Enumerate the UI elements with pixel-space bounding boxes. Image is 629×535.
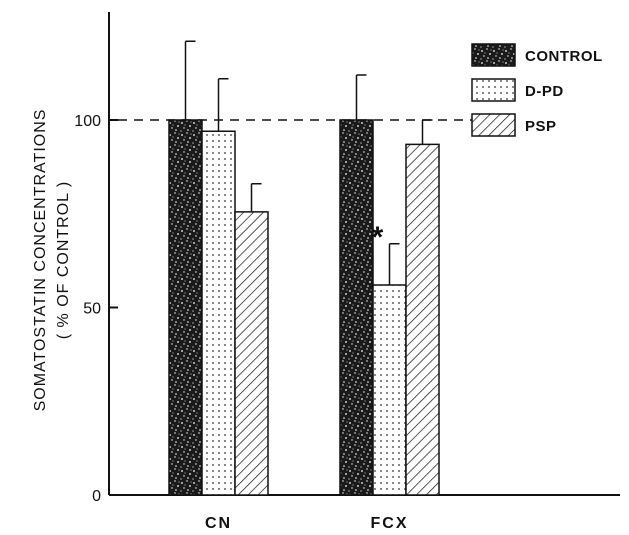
y-tick-label: 100 [74, 113, 101, 130]
bar-cn-psp [234, 211, 269, 496]
bar-fcx-d-pd [372, 284, 407, 496]
significance-marker: * [372, 221, 384, 254]
bar-cn-d-pd [201, 130, 236, 496]
y-axis-title-line-2: ( % OF CONTROL ) [55, 181, 72, 340]
legend-label: CONTROL [525, 48, 603, 65]
bar-cn-control [168, 119, 203, 496]
bar-fcx-control [339, 119, 374, 496]
y-axis-ticks: 0 50 100 [74, 113, 118, 505]
error-bars [184, 40, 433, 285]
legend-swatch-d-pd [471, 78, 516, 102]
legend-label: D-PD [525, 83, 564, 100]
category-label: FCX [371, 515, 409, 532]
legend-swatch-control [471, 43, 516, 67]
bars [168, 119, 440, 496]
bar-fcx-psp [405, 143, 440, 496]
category-labels: CN FCX [205, 515, 409, 532]
y-axis-title-line-1: SOMATOSTATIN CONCENTRATIONS [32, 109, 49, 412]
annotations: * [372, 221, 384, 254]
category-label: CN [205, 515, 232, 532]
legend-swatch-psp [471, 113, 516, 137]
y-tick-label: 0 [92, 488, 101, 505]
y-tick-label: 50 [83, 301, 101, 318]
legend-label: PSP [525, 118, 557, 135]
legend: CONTROL D-PD PSP [471, 43, 603, 137]
